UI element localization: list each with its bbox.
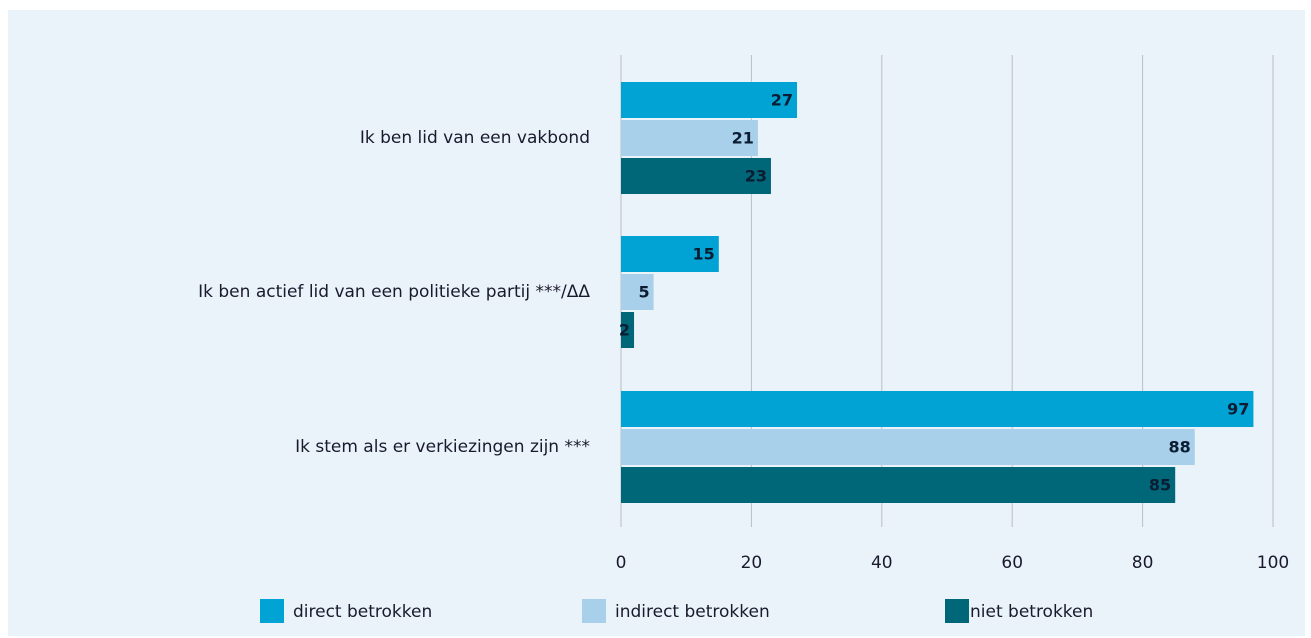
value-label: 21 (732, 129, 754, 148)
x-tick-label: 20 (741, 553, 763, 573)
bar (621, 312, 635, 348)
legend-swatch (260, 599, 284, 623)
bar (621, 236, 719, 272)
bar (621, 274, 654, 310)
value-label: 97 (1227, 400, 1249, 419)
x-tick-label: 0 (616, 553, 627, 573)
legend-swatch (582, 599, 606, 623)
legend-label: direct betrokken (293, 602, 432, 622)
x-tick-label: 60 (1001, 553, 1023, 573)
bar (621, 429, 1195, 465)
legend-label: indirect betrokken (615, 602, 770, 622)
x-tick-label: 40 (871, 553, 893, 573)
value-label: 85 (1149, 476, 1171, 495)
value-label: 27 (771, 91, 793, 110)
value-label: 23 (745, 167, 767, 186)
x-tick-label: 80 (1132, 553, 1154, 573)
value-label: 88 (1168, 438, 1190, 457)
y-tick-label: Ik stem als er verkiezingen zijn *** (295, 437, 590, 457)
x-tick-label: 100 (1257, 553, 1289, 573)
bar (621, 391, 1254, 427)
bar (621, 82, 798, 118)
y-tick-label: Ik ben lid van een vakbond (360, 128, 590, 148)
legend-label: niet betrokken (970, 602, 1093, 622)
bar (621, 120, 758, 156)
value-label: 15 (693, 245, 715, 264)
y-tick-label: Ik ben actief lid van een politieke part… (198, 282, 590, 302)
bar (621, 467, 1176, 503)
value-label: 5 (638, 283, 649, 302)
legend-swatch (945, 599, 969, 623)
value-label: 2 (619, 321, 630, 340)
bar (621, 158, 771, 194)
